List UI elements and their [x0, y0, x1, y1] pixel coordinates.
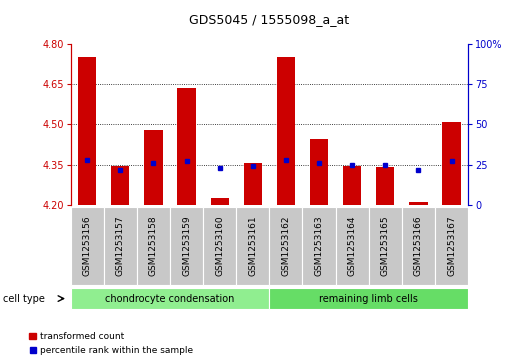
Text: GSM1253164: GSM1253164: [348, 216, 357, 276]
Text: GSM1253167: GSM1253167: [447, 216, 456, 276]
Bar: [236, 207, 269, 285]
Text: GSM1253162: GSM1253162: [281, 216, 290, 276]
Text: cell type: cell type: [3, 294, 44, 303]
Bar: [137, 207, 170, 285]
Bar: [310, 139, 328, 205]
Bar: [211, 198, 229, 205]
Bar: [442, 122, 461, 205]
Text: GSM1253161: GSM1253161: [248, 216, 257, 276]
Bar: [376, 167, 394, 205]
Bar: [369, 207, 402, 285]
Bar: [402, 207, 435, 285]
Bar: [144, 130, 163, 205]
Bar: [104, 207, 137, 285]
Bar: [244, 163, 262, 205]
Text: remaining limb cells: remaining limb cells: [319, 294, 418, 303]
Bar: [177, 88, 196, 205]
Text: GSM1253158: GSM1253158: [149, 216, 158, 276]
Text: GSM1253166: GSM1253166: [414, 216, 423, 276]
Bar: [203, 207, 236, 285]
Bar: [71, 207, 104, 285]
Text: GDS5045 / 1555098_a_at: GDS5045 / 1555098_a_at: [189, 13, 349, 26]
Bar: [111, 166, 129, 205]
Text: chondrocyte condensation: chondrocyte condensation: [105, 294, 235, 303]
Bar: [410, 203, 427, 205]
Legend: transformed count, percentile rank within the sample: transformed count, percentile rank withi…: [26, 329, 197, 359]
Bar: [277, 57, 295, 205]
Bar: [302, 207, 336, 285]
Text: GSM1253160: GSM1253160: [215, 216, 224, 276]
Bar: [269, 288, 468, 309]
Bar: [78, 57, 96, 205]
Bar: [269, 207, 302, 285]
Text: GSM1253159: GSM1253159: [182, 216, 191, 276]
Bar: [336, 207, 369, 285]
Text: GSM1253156: GSM1253156: [83, 216, 92, 276]
Bar: [343, 166, 361, 205]
Text: GSM1253165: GSM1253165: [381, 216, 390, 276]
Text: GSM1253163: GSM1253163: [314, 216, 324, 276]
Bar: [170, 207, 203, 285]
Text: GSM1253157: GSM1253157: [116, 216, 125, 276]
Bar: [71, 288, 269, 309]
Bar: [435, 207, 468, 285]
